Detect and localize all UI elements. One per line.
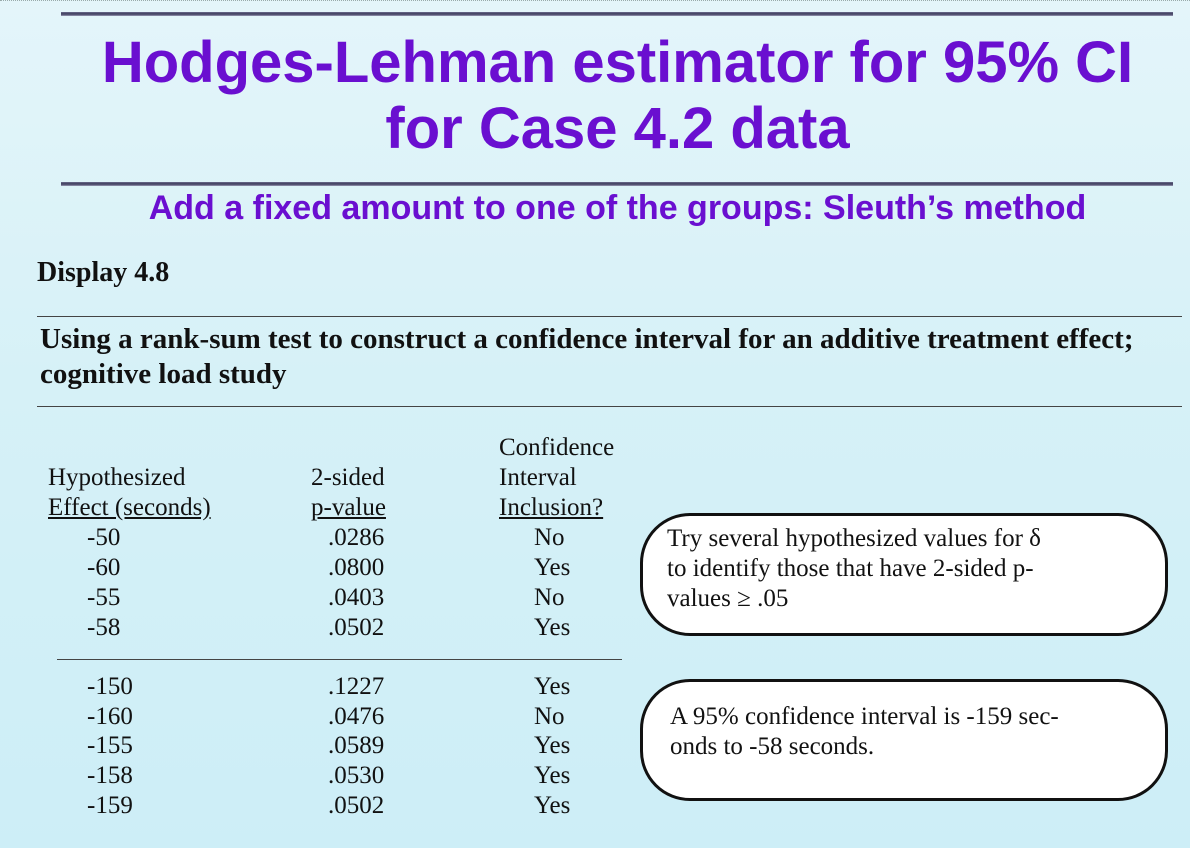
g2-incl-2: Yes xyxy=(534,732,571,759)
title-rule-bottom xyxy=(61,182,1173,186)
callout-text-hypothesized: Try several hypothesized values for δ to… xyxy=(667,524,1147,614)
header-pvalue-line2: p-value xyxy=(311,494,386,521)
callout1-line1: Try several hypothesized values for δ xyxy=(667,525,1041,552)
caption-rule-bottom xyxy=(37,406,1182,407)
g2-p-4: .0502 xyxy=(328,792,385,819)
g1-p-0: .0286 xyxy=(328,524,385,551)
group-divider xyxy=(57,659,622,660)
callout-text-interval: A 95% confidence interval is -159 sec- o… xyxy=(670,702,1150,762)
header-inclusion-line1: Confidence xyxy=(499,434,615,461)
header-inclusion-line2: Interval xyxy=(499,464,577,491)
header-effect-line2: Effect (seconds) xyxy=(48,494,211,521)
g2-effect-0: -150 xyxy=(87,673,133,700)
g2-effect-3: -158 xyxy=(87,762,133,789)
callout1-line2: to identify those that have 2-sided p- xyxy=(667,555,1034,582)
header-pvalue-line1: 2-sided xyxy=(311,464,385,491)
g2-effect-4: -159 xyxy=(87,792,133,819)
display-caption: Using a rank-sum test to construct a con… xyxy=(40,323,1134,390)
callout-bubble-interval xyxy=(640,679,1168,801)
g2-incl-4: Yes xyxy=(534,792,571,819)
g2-effect-2: -155 xyxy=(87,732,133,759)
g1-incl-3: Yes xyxy=(534,614,571,641)
g1-effect-1: -60 xyxy=(87,554,121,581)
g2-p-2: .0589 xyxy=(328,732,385,759)
g1-effect-2: -55 xyxy=(87,584,121,611)
g1-p-2: .0403 xyxy=(328,584,385,611)
g1-p-1: .0800 xyxy=(328,554,385,581)
slide-subtitle: Add a fixed amount to one of the groups:… xyxy=(148,189,1087,227)
g2-incl-0: Yes xyxy=(534,673,571,700)
g1-incl-2: No xyxy=(534,584,565,611)
g2-p-1: .0476 xyxy=(328,703,385,730)
display-label: Display 4.8 xyxy=(37,257,170,288)
g1-incl-1: Yes xyxy=(534,554,571,581)
caption-rule-top xyxy=(37,316,1182,317)
g1-effect-3: -58 xyxy=(87,614,121,641)
g2-p-0: .1227 xyxy=(328,673,385,700)
g2-p-3: .0530 xyxy=(328,762,385,789)
header-effect-line1: Hypothesized xyxy=(48,464,186,491)
header-pvalue: 2-sided p-value xyxy=(311,463,386,523)
header-effect: Hypothesized Effect (seconds) xyxy=(48,463,211,523)
header-inclusion-line3: Inclusion? xyxy=(499,494,604,521)
callout2-line2: onds to -58 seconds. xyxy=(670,733,875,760)
callout-bubble-hypothesized xyxy=(640,513,1168,636)
g2-incl-3: Yes xyxy=(534,762,571,789)
top-border xyxy=(0,0,1190,3)
g1-incl-0: No xyxy=(534,524,565,551)
callout2-line1: A 95% confidence interval is -159 sec- xyxy=(670,703,1059,730)
g1-p-3: .0502 xyxy=(328,614,385,641)
callout1-line3: values ≥ .05 xyxy=(667,585,789,612)
g2-incl-1: No xyxy=(534,703,565,730)
title-rule-top xyxy=(61,12,1173,16)
g1-effect-0: -50 xyxy=(87,524,121,551)
header-inclusion: Confidence Interval Inclusion? xyxy=(499,433,614,523)
slide-title: Hodges-Lehman estimator for 95% CI for C… xyxy=(101,30,1134,161)
g2-effect-1: -160 xyxy=(87,703,133,730)
